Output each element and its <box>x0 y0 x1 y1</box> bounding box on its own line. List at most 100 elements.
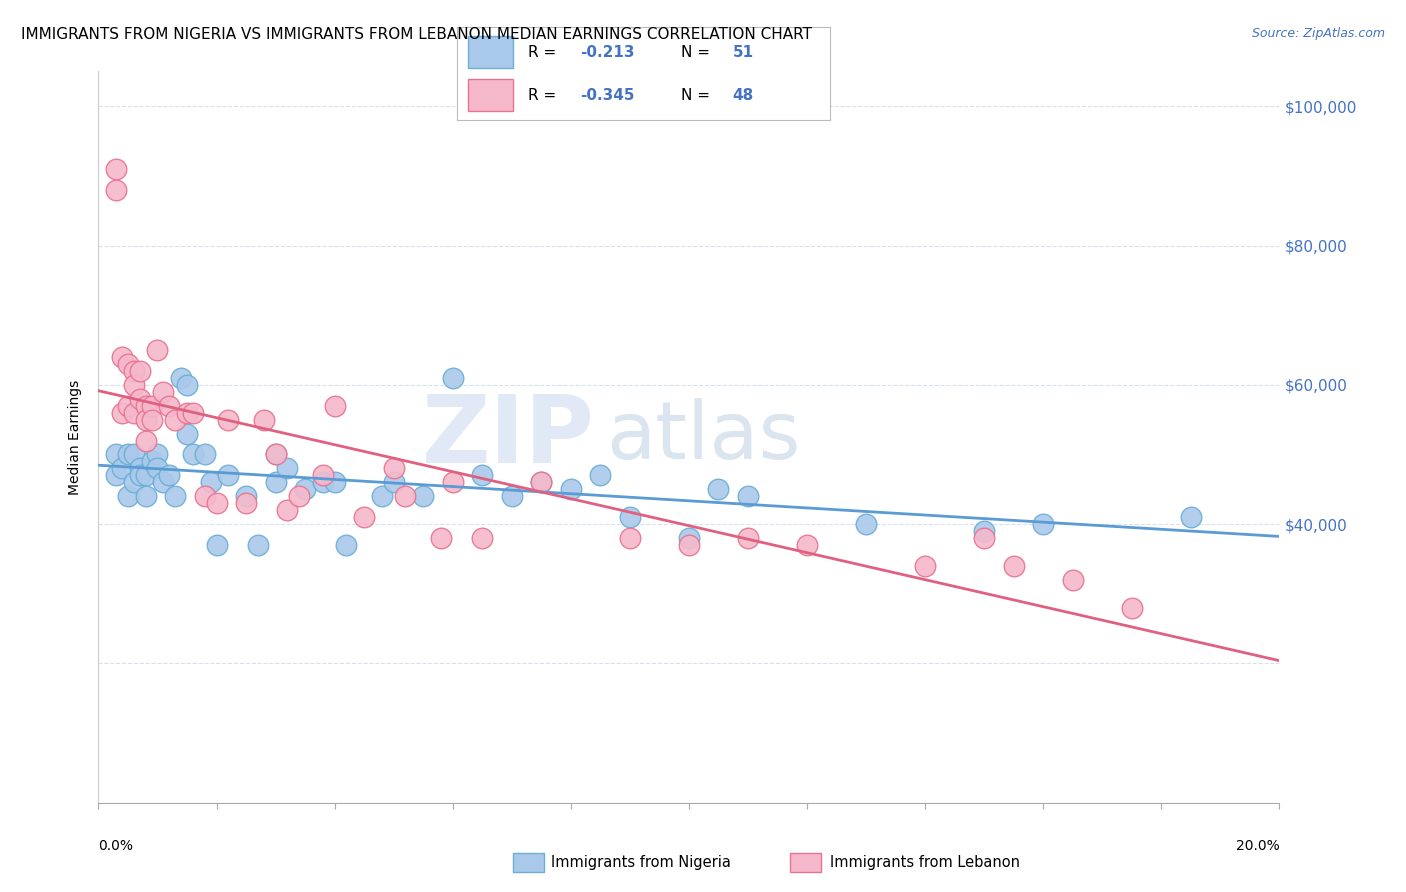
Point <box>737 489 759 503</box>
Point <box>117 399 139 413</box>
Text: N =: N = <box>681 45 714 60</box>
Point <box>560 483 582 497</box>
Point <box>122 364 145 378</box>
Text: -0.345: -0.345 <box>579 87 634 103</box>
Text: Immigrants from Nigeria: Immigrants from Nigeria <box>551 855 731 870</box>
Point <box>146 461 169 475</box>
Point <box>165 489 187 503</box>
Point <box>135 399 157 413</box>
Point <box>135 412 157 426</box>
Point <box>105 161 128 176</box>
Point <box>264 448 287 462</box>
Point <box>382 461 405 475</box>
Point <box>678 531 700 545</box>
Bar <box>468 79 513 111</box>
Point <box>246 538 269 552</box>
Point <box>914 558 936 573</box>
Point <box>122 475 145 490</box>
Point <box>382 475 405 490</box>
Point <box>312 475 335 490</box>
Point <box>973 524 995 538</box>
Text: R =: R = <box>527 87 561 103</box>
Point <box>619 531 641 545</box>
Point <box>619 510 641 524</box>
Point <box>111 461 134 475</box>
Point <box>235 496 257 510</box>
Point <box>471 531 494 545</box>
Point <box>1062 573 1084 587</box>
Point <box>111 406 134 420</box>
Point <box>194 489 217 503</box>
Point <box>707 483 730 497</box>
Point <box>264 448 287 462</box>
Point <box>152 384 174 399</box>
Point <box>181 448 204 462</box>
Point <box>122 448 145 462</box>
Point <box>441 475 464 490</box>
Point <box>105 468 128 483</box>
Point <box>128 461 150 475</box>
Point <box>122 406 145 420</box>
Point <box>165 412 187 426</box>
Point <box>530 475 553 490</box>
Point <box>353 510 375 524</box>
Point <box>157 468 180 483</box>
Point <box>253 412 276 426</box>
Point <box>152 475 174 490</box>
Point <box>105 448 128 462</box>
Text: -0.213: -0.213 <box>579 45 634 60</box>
Point <box>412 489 434 503</box>
Point <box>200 475 222 490</box>
Point <box>117 489 139 503</box>
Point <box>141 412 163 426</box>
Point <box>141 399 163 413</box>
Point <box>128 392 150 406</box>
Point <box>530 475 553 490</box>
Point <box>135 434 157 448</box>
Point <box>430 531 453 545</box>
Point <box>371 489 394 503</box>
Point <box>176 406 198 420</box>
Point <box>235 489 257 503</box>
Point <box>128 468 150 483</box>
Bar <box>468 36 513 68</box>
Point <box>205 496 228 510</box>
Text: 0.0%: 0.0% <box>98 838 134 853</box>
Point <box>1121 600 1143 615</box>
Point <box>1002 558 1025 573</box>
Text: 48: 48 <box>733 87 754 103</box>
Point <box>441 371 464 385</box>
Point <box>176 377 198 392</box>
Point <box>973 531 995 545</box>
Point <box>276 461 298 475</box>
Point <box>737 531 759 545</box>
Point <box>105 183 128 197</box>
Point <box>1180 510 1202 524</box>
Point <box>589 468 612 483</box>
Point <box>111 350 134 364</box>
Point <box>335 538 357 552</box>
Point <box>181 406 204 420</box>
Point <box>288 489 311 503</box>
Point <box>141 454 163 468</box>
Point <box>205 538 228 552</box>
Point <box>323 475 346 490</box>
Point <box>394 489 416 503</box>
Point <box>146 448 169 462</box>
Text: 20.0%: 20.0% <box>1236 838 1279 853</box>
Text: IMMIGRANTS FROM NIGERIA VS IMMIGRANTS FROM LEBANON MEDIAN EARNINGS CORRELATION C: IMMIGRANTS FROM NIGERIA VS IMMIGRANTS FR… <box>21 27 813 42</box>
Point <box>135 489 157 503</box>
Point <box>170 371 193 385</box>
Point <box>501 489 523 503</box>
Text: ZIP: ZIP <box>422 391 595 483</box>
Point <box>1032 517 1054 532</box>
Text: atlas: atlas <box>606 398 800 476</box>
Point <box>217 468 239 483</box>
Point <box>117 357 139 371</box>
Point <box>264 475 287 490</box>
Point <box>471 468 494 483</box>
Point <box>217 412 239 426</box>
Point <box>855 517 877 532</box>
Text: 51: 51 <box>733 45 754 60</box>
Point <box>678 538 700 552</box>
